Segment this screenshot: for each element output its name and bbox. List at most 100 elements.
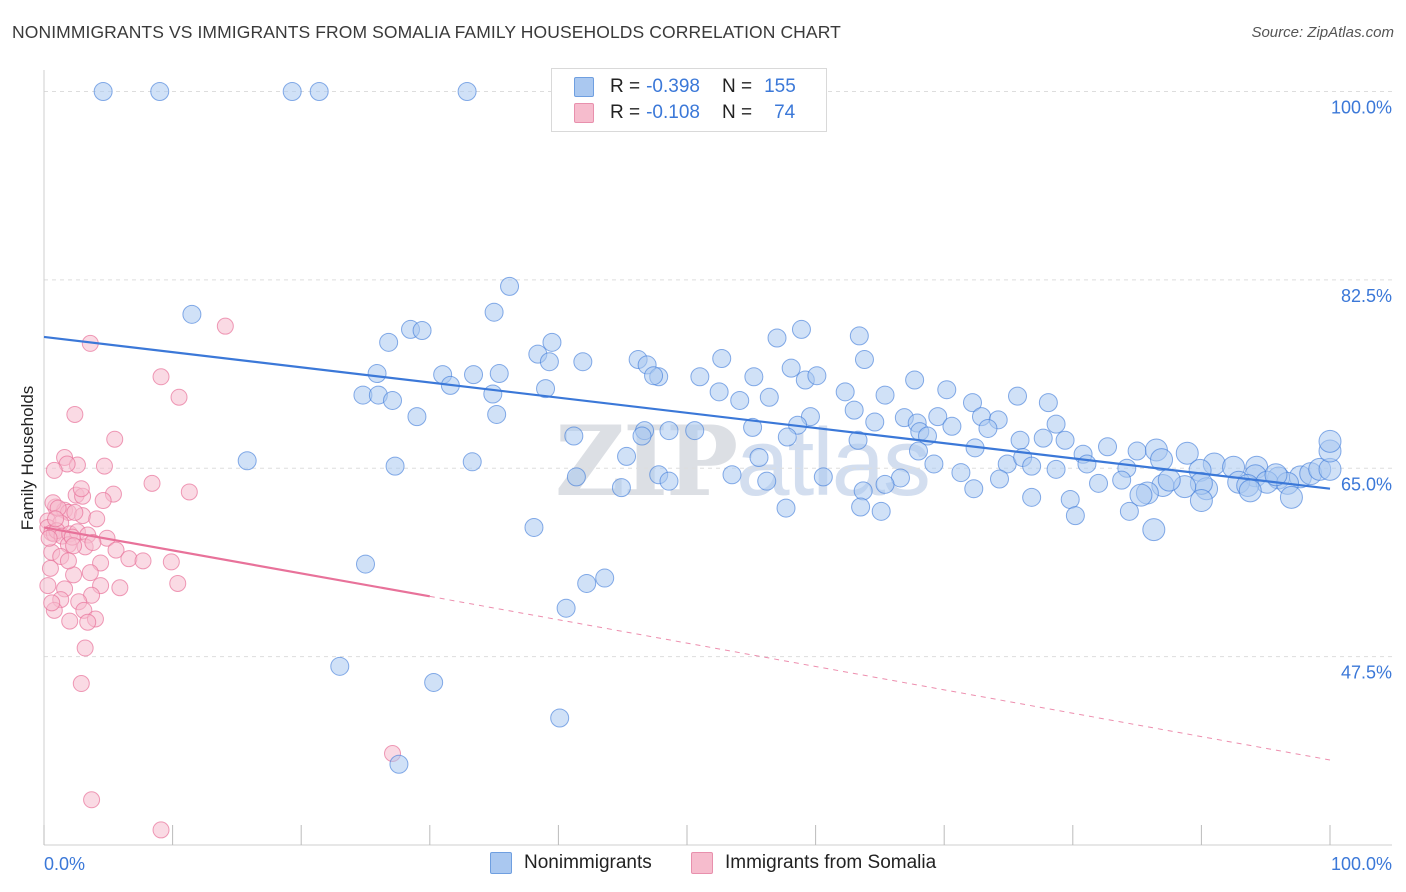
data-point-nonimmigrant — [1129, 483, 1153, 507]
data-point-nonimmigrant — [743, 417, 763, 437]
data-point-somalia — [120, 550, 138, 568]
y-tick-label: 65.0% — [1341, 474, 1392, 494]
data-point-nonimmigrant — [487, 404, 507, 424]
trend-line-somalia — [43, 526, 430, 598]
data-point-somalia — [39, 577, 57, 595]
data-point-nonimmigrant — [924, 454, 944, 474]
data-point-nonimmigrant — [556, 598, 576, 618]
data-point-nonimmigrant — [777, 427, 797, 447]
x-tick-label: 100.0% — [1331, 854, 1392, 874]
data-point-somalia — [94, 492, 112, 510]
data-point-nonimmigrant — [865, 412, 885, 432]
data-point-nonimmigrant — [330, 656, 350, 676]
data-point-nonimmigrant — [1089, 473, 1109, 493]
data-point-nonimmigrant — [573, 352, 593, 372]
data-point-nonimmigrant — [659, 421, 679, 441]
stats-legend: R = -0.398 N = 155 R = -0.108 N = 74 — [551, 68, 827, 132]
data-point-nonimmigrant — [93, 82, 113, 102]
grid — [44, 91, 1392, 658]
data-point-nonimmigrant — [759, 387, 779, 407]
legend-r-label: R = — [610, 76, 641, 97]
data-point-nonimmigrant — [942, 416, 962, 436]
trend-lines — [43, 335, 1331, 761]
data-point-nonimmigrant — [853, 481, 873, 501]
data-point-nonimmigrant — [412, 320, 432, 340]
legend-r-value: -0.108 — [646, 102, 700, 123]
data-point-nonimmigrant — [383, 390, 403, 410]
data-point-somalia — [83, 791, 101, 809]
y-tick-label: 47.5% — [1341, 663, 1392, 683]
bottom-legend-label: Nonimmigrants — [524, 852, 652, 873]
data-point-nonimmigrant — [685, 421, 705, 441]
data-point-nonimmigrant — [848, 430, 868, 450]
data-point-nonimmigrant — [389, 754, 409, 774]
data-point-nonimmigrant — [937, 380, 957, 400]
data-point-somalia — [47, 510, 65, 528]
data-point-somalia — [41, 559, 59, 577]
data-point-nonimmigrant — [385, 456, 405, 476]
data-point-nonimmigrant — [457, 82, 477, 102]
data-point-somalia — [143, 474, 161, 492]
data-point-somalia — [88, 510, 106, 528]
data-point-nonimmigrant — [577, 573, 597, 593]
data-point-nonimmigrant — [489, 364, 509, 384]
data-point-nonimmigrant — [875, 385, 895, 405]
data-point-nonimmigrant — [964, 479, 984, 499]
x-tick-label: 0.0% — [44, 854, 85, 874]
data-point-nonimmigrant — [1150, 448, 1174, 472]
data-point-nonimmigrant — [1264, 463, 1288, 487]
data-point-nonimmigrant — [1022, 487, 1042, 507]
data-point-nonimmigrant — [1119, 501, 1139, 521]
trend-line-nonimmigrants — [43, 335, 1331, 490]
legend-row-nonimmigrants: R = -0.398 N = 155 — [574, 75, 796, 99]
data-point-somalia — [59, 552, 77, 570]
data-point-somalia — [152, 368, 170, 386]
data-point-nonimmigrant — [807, 366, 827, 386]
data-point-nonimmigrant — [550, 708, 570, 728]
data-point-somalia — [72, 675, 90, 693]
data-point-nonimmigrant — [1142, 518, 1166, 542]
trend-line-somalia-extrapolated — [429, 595, 1331, 761]
series-immigrants-somalia — [39, 317, 402, 839]
legend-row-somalia: R = -0.108 N = 74 — [574, 101, 795, 125]
data-point-nonimmigrant — [928, 407, 948, 427]
data-point-nonimmigrant — [1065, 506, 1085, 526]
data-point-nonimmigrant — [309, 82, 329, 102]
data-point-somalia — [76, 639, 94, 657]
data-point-somalia — [169, 574, 187, 592]
data-point-somalia — [81, 564, 99, 582]
data-point-somalia — [107, 541, 125, 559]
y-tick-label: 100.0% — [1331, 98, 1392, 118]
bottom-legend-swatch-pink — [691, 852, 713, 874]
data-point-nonimmigrant — [1238, 479, 1262, 503]
data-point-somalia — [152, 821, 170, 839]
data-point-nonimmigrant — [875, 474, 895, 494]
data-point-nonimmigrant — [367, 364, 387, 384]
y-tick-label: 82.5% — [1341, 286, 1392, 306]
legend-n-value: 155 — [764, 76, 796, 97]
legend-n-value: 74 — [774, 102, 796, 123]
axes — [43, 70, 1392, 846]
data-point-nonimmigrant — [483, 384, 503, 404]
data-point-nonimmigrant — [690, 367, 710, 387]
data-point-somalia — [43, 594, 61, 612]
data-point-nonimmigrant — [749, 448, 769, 467]
data-point-nonimmigrant — [757, 471, 777, 491]
data-point-somalia — [66, 503, 84, 521]
data-point-nonimmigrant — [644, 366, 664, 386]
data-point-nonimmigrant — [500, 276, 520, 296]
legend-swatch-blue — [574, 77, 594, 97]
legend-n-label: N = — [721, 102, 753, 123]
data-point-nonimmigrant — [464, 365, 484, 385]
data-point-nonimmigrant — [282, 82, 302, 102]
legend-swatch-pink — [574, 103, 594, 123]
bottom-legend-somalia: Immigrants from Somalia — [691, 852, 936, 874]
data-point-nonimmigrant — [978, 418, 998, 438]
data-point-nonimmigrant — [379, 332, 399, 352]
bottom-legend-swatch-blue — [490, 852, 512, 874]
data-point-nonimmigrant — [962, 393, 982, 413]
data-point-nonimmigrant — [1077, 454, 1097, 474]
data-point-nonimmigrant — [730, 390, 750, 410]
data-point-nonimmigrant — [617, 446, 637, 466]
